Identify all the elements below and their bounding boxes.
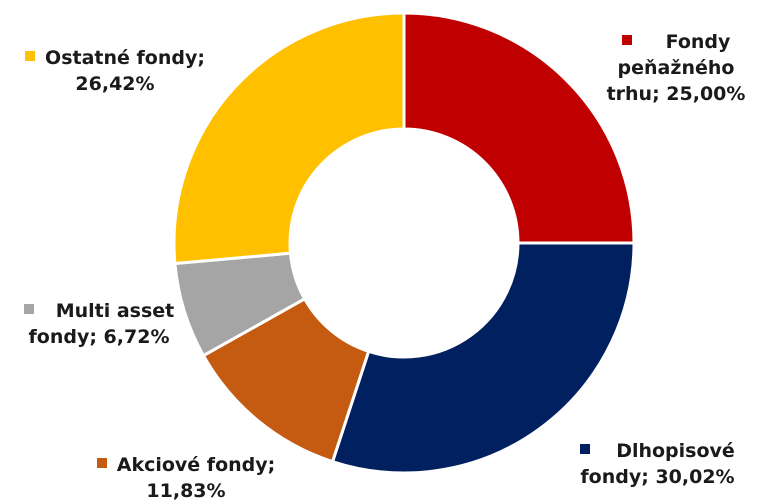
label-bond: Dlhopisové fondy; 30,02% (555, 438, 760, 490)
label-multi-asset: Multi asset fondy; 6,72% (4, 298, 194, 350)
label-equity: Akciové fondy; 11,83% (80, 452, 292, 504)
label-multi-asset-line1: Multi asset (55, 300, 175, 322)
label-bond-line2: fondy; 30,02% (580, 466, 735, 488)
legend-swatch-equity (96, 457, 107, 468)
donut-slices (172, 11, 636, 475)
label-bond-line1: Dlhopisové (616, 440, 735, 462)
label-equity-line1: Akciové fondy; (116, 454, 276, 476)
label-money-market: Fondy peňažného trhu; 25,00% (596, 29, 756, 107)
donut-slice-fondy-pe-a-n-ho-trhu (402, 11, 636, 245)
label-money-market-line1: Fondy (665, 31, 731, 53)
legend-swatch-multi-asset (23, 303, 34, 314)
donut-slice-ostatn-fondy (172, 11, 406, 266)
label-money-market-line2: peňažného (617, 57, 735, 79)
donut-slice-dlhopisov-fondy (330, 241, 636, 475)
legend-swatch-other (25, 50, 36, 61)
label-other-line1: Ostatné fondy; (45, 47, 205, 69)
label-money-market-line3: trhu; 25,00% (606, 83, 746, 105)
label-equity-line2: 11,83% (146, 480, 226, 502)
legend-swatch-money-market (621, 34, 632, 45)
legend-swatch-bond (580, 443, 591, 454)
label-other: Ostatné fondy; 26,42% (5, 45, 225, 97)
label-multi-asset-line2: fondy; 6,72% (28, 326, 170, 348)
label-other-line2: 26,42% (75, 73, 155, 95)
